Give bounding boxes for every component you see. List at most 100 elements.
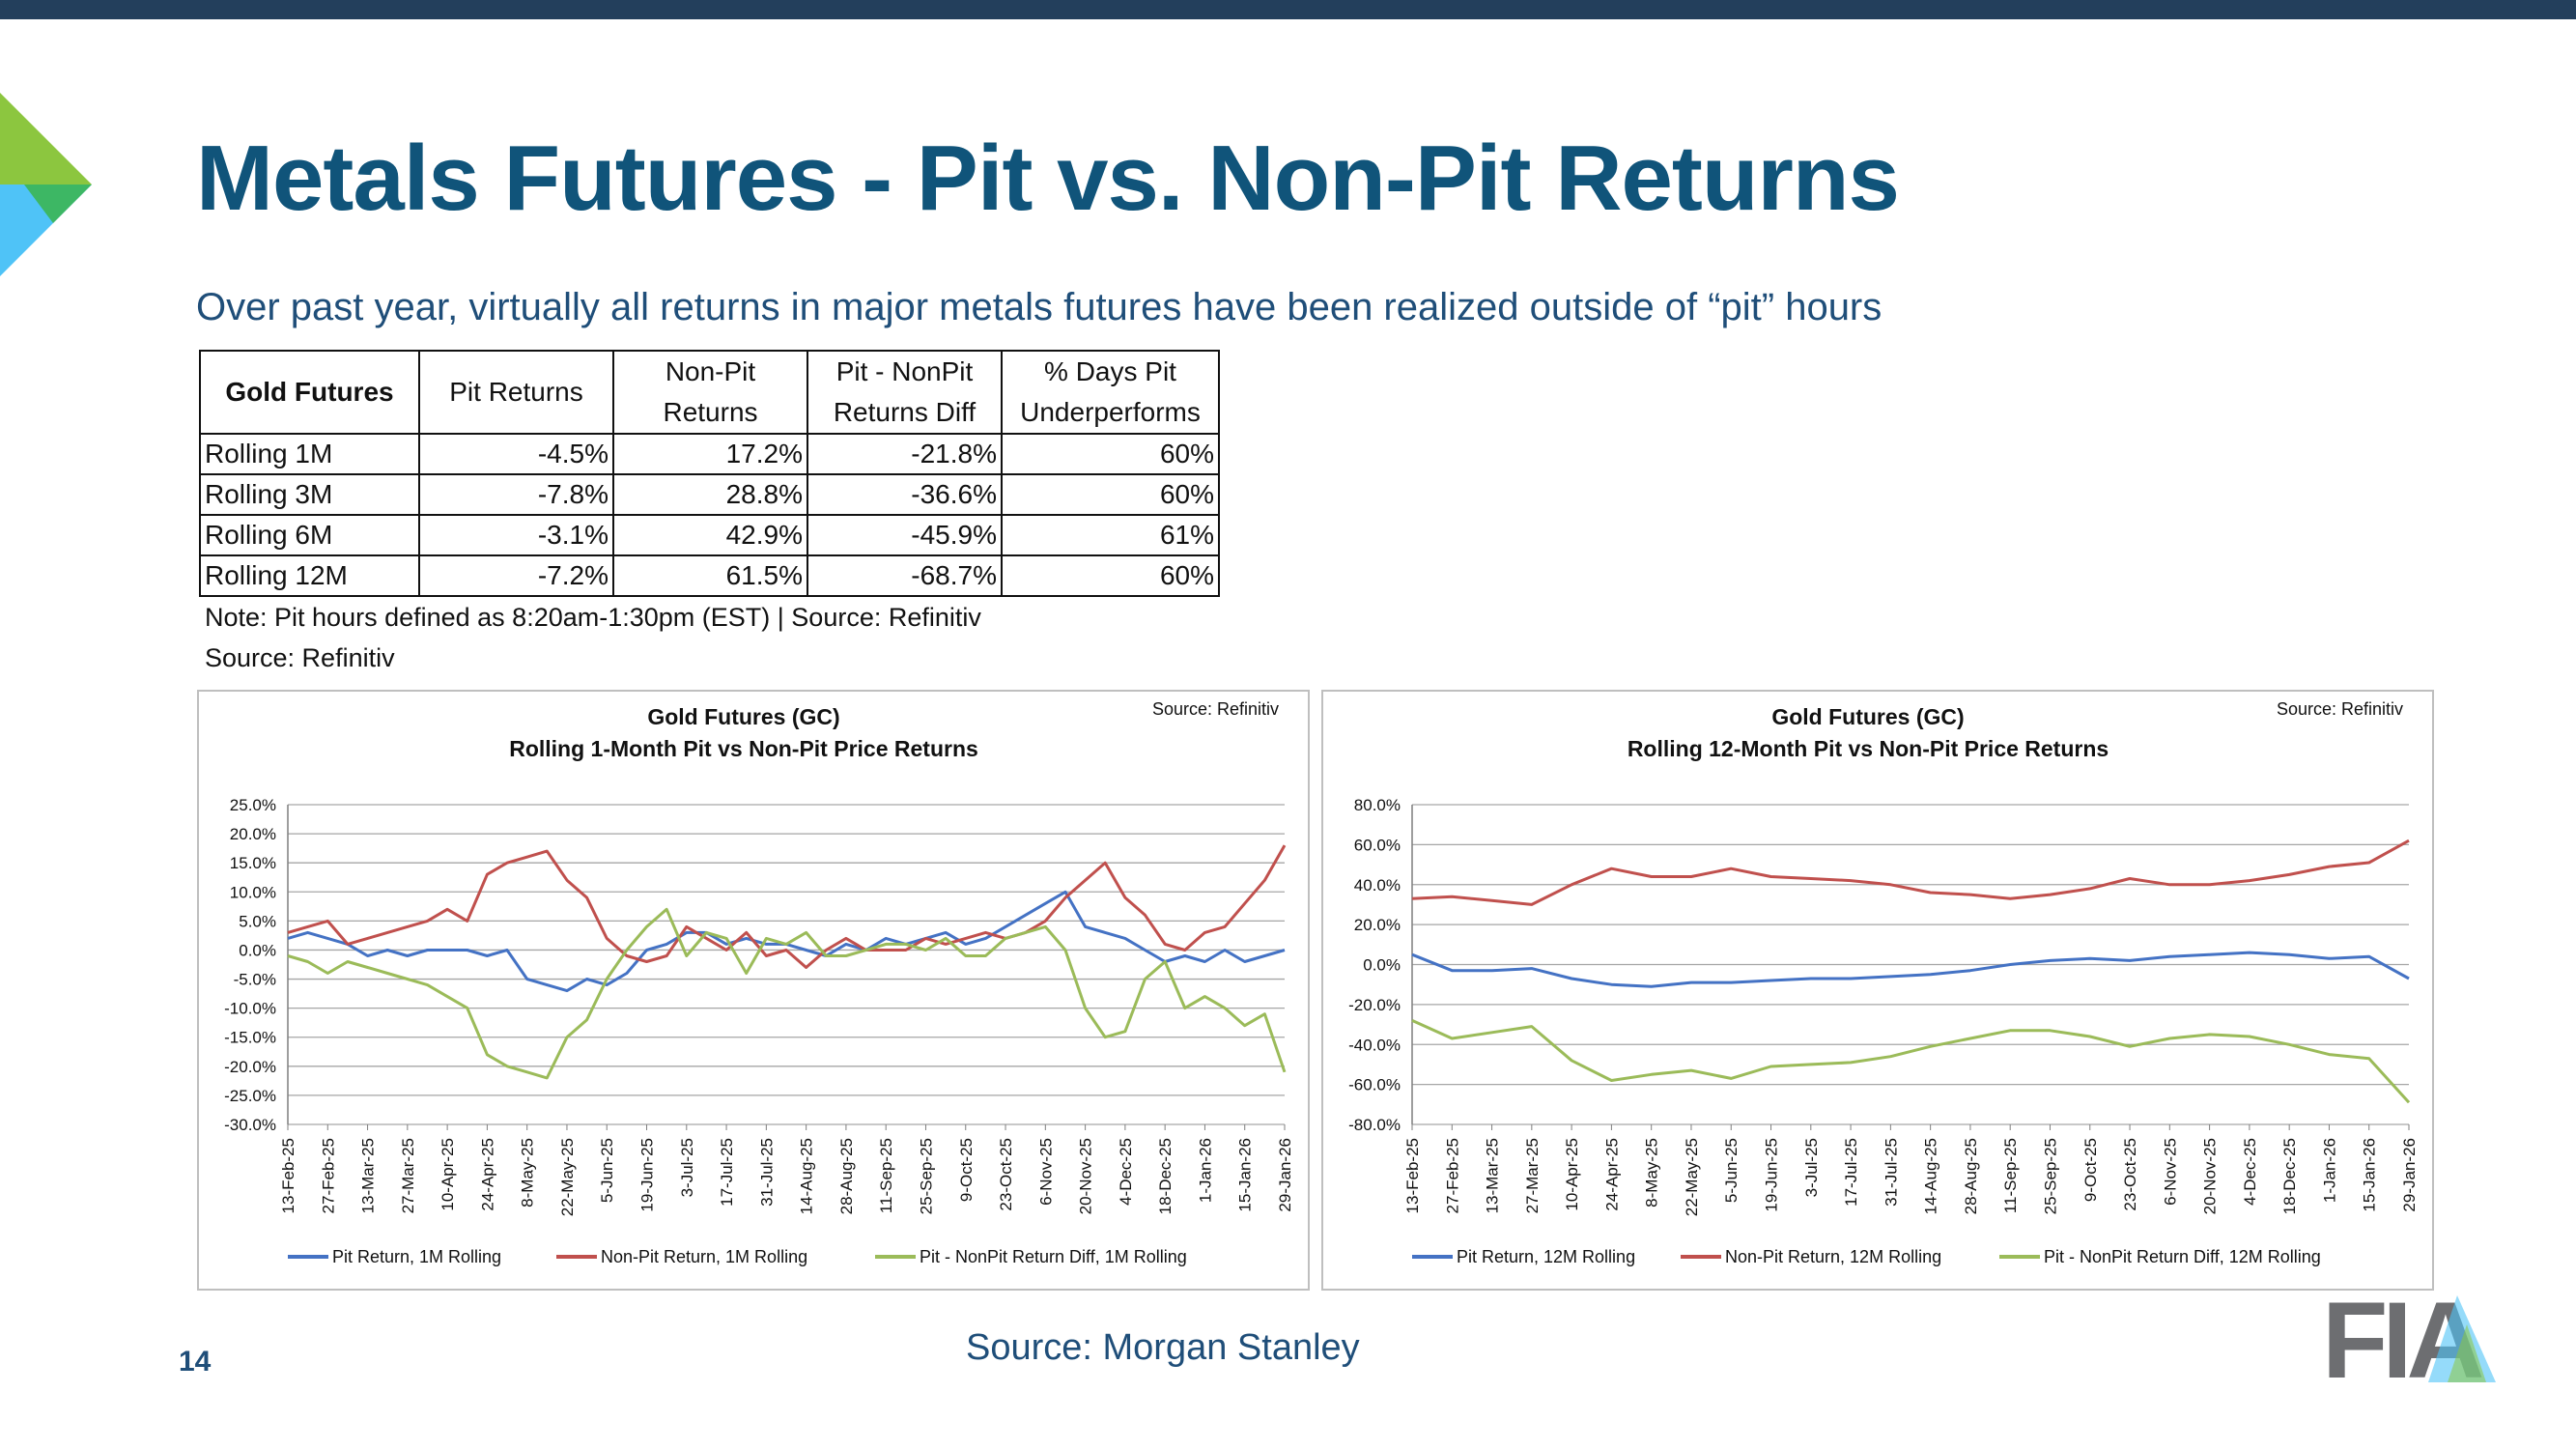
y-tick-label: -15.0%: [224, 1029, 276, 1047]
x-tick-label: 3-Jul-25: [678, 1138, 696, 1197]
x-tick-label: 15-Jan-26: [1236, 1138, 1255, 1212]
table-cell: -36.6%: [807, 473, 1003, 516]
x-tick-label: 6-Nov-25: [1036, 1138, 1055, 1206]
table-cell: 28.8%: [612, 473, 808, 516]
x-tick-label: 13-Feb-25: [279, 1138, 297, 1213]
x-tick-label: 25-Sep-25: [2041, 1138, 2059, 1214]
x-tick-label: 13-Feb-25: [1403, 1138, 1422, 1213]
series-line-2: [287, 844, 1287, 969]
x-tick-label: 19-Jun-25: [638, 1138, 657, 1212]
x-tick-label: 11-Sep-25: [877, 1138, 895, 1213]
x-tick-label: 5-Jun-25: [598, 1138, 616, 1203]
x-tick-label: 28-Aug-25: [1962, 1138, 1980, 1214]
y-tick-label: 80.0%: [1354, 796, 1401, 814]
x-tick-label: 20-Nov-25: [1077, 1138, 1095, 1214]
table-row: Rolling 12M -7.2% 61.5% -68.7% 60%: [199, 554, 1220, 597]
legend-label: Pit - NonPit Return Diff, 12M Rolling: [2044, 1247, 2321, 1266]
x-tick-label: 23-Oct-25: [2121, 1138, 2139, 1211]
y-tick-label: 0.0%: [1363, 956, 1401, 975]
table-cell: 17.2%: [612, 433, 808, 475]
x-tick-label: 28-Aug-25: [837, 1138, 856, 1214]
y-tick-label: -10.0%: [224, 1000, 276, 1018]
x-tick-label: 17-Jul-25: [718, 1138, 736, 1207]
x-tick-label: 25-Sep-25: [917, 1138, 935, 1214]
table-row: Rolling 1M -4.5% 17.2% -21.8% 60%: [199, 433, 1220, 475]
page-title: Metals Futures - Pit vs. Non-Pit Returns: [196, 127, 1900, 230]
header-gold-futures: Gold Futures: [199, 350, 420, 435]
table-cell: -7.8%: [418, 473, 614, 516]
table-cell: -68.7%: [807, 554, 1003, 597]
legend-label: Non-Pit Return, 12M Rolling: [1725, 1247, 1941, 1266]
x-tick-label: 18-Dec-25: [2280, 1138, 2299, 1214]
x-tick-label: 29-Jan-26: [1276, 1138, 1294, 1212]
x-tick-label: 9-Oct-25: [2081, 1138, 2100, 1202]
x-tick-label: 27-Mar-25: [399, 1138, 417, 1213]
header-returns-diff: Pit - NonPit Returns Diff: [807, 350, 1003, 435]
x-tick-label: 27-Feb-25: [319, 1138, 337, 1213]
y-tick-label: 20.0%: [1354, 916, 1401, 934]
y-tick-label: 10.0%: [230, 883, 276, 901]
x-tick-label: 10-Apr-25: [1563, 1138, 1581, 1211]
legend-label: Pit - NonPit Return Diff, 1M Rolling: [920, 1247, 1187, 1266]
x-tick-label: 27-Mar-25: [1523, 1138, 1542, 1213]
legend-label: Non-Pit Return, 1M Rolling: [601, 1247, 807, 1266]
legend-label: Pit Return, 1M Rolling: [332, 1247, 501, 1266]
series-line-1: [1411, 951, 2410, 988]
table-cell: 60%: [1001, 554, 1220, 597]
y-tick-label: 40.0%: [1354, 876, 1401, 895]
table-cell: 61%: [1001, 514, 1220, 556]
chart-source-note: Source: Refinitiv: [1152, 699, 1279, 719]
footer-source: Source: Morgan Stanley: [966, 1327, 1360, 1368]
table-cell: 61.5%: [612, 554, 808, 597]
x-tick-label: 1-Jan-26: [1196, 1138, 1214, 1203]
y-tick-label: -40.0%: [1348, 1036, 1401, 1054]
y-tick-label: 0.0%: [239, 941, 276, 959]
y-tick-label: -60.0%: [1348, 1076, 1401, 1094]
y-tick-label: 20.0%: [230, 825, 276, 843]
x-tick-label: 6-Nov-25: [2161, 1138, 2179, 1206]
y-tick-label: -30.0%: [224, 1116, 276, 1134]
chart-rolling-12m: Gold Futures (GC) Rolling 12-Month Pit vs…: [1321, 690, 2434, 1291]
table-cell: Rolling 1M: [199, 433, 420, 475]
x-tick-label: 18-Dec-25: [1156, 1138, 1175, 1214]
x-tick-label: 9-Oct-25: [957, 1138, 976, 1202]
table-cell: -21.8%: [807, 433, 1003, 475]
x-tick-label: 14-Aug-25: [1922, 1138, 1940, 1214]
table-cell: 42.9%: [612, 514, 808, 556]
chart-rolling-1m: Gold Futures (GC) Rolling 1-Month Pit vs …: [197, 690, 1310, 1291]
page-number: 14: [179, 1346, 212, 1378]
chart-title: Gold Futures (GC): [1771, 704, 1964, 729]
series-line-3: [1411, 1019, 2411, 1104]
y-tick-label: -20.0%: [224, 1058, 276, 1076]
x-tick-label: 4-Dec-25: [2241, 1138, 2259, 1206]
table-cell: -4.5%: [418, 433, 614, 475]
x-tick-label: 23-Oct-25: [997, 1138, 1015, 1211]
series-line-2: [1411, 838, 2410, 906]
x-tick-label: 11-Sep-25: [2001, 1138, 2020, 1213]
header-nonpit-returns: Non-Pit Returns: [612, 350, 808, 435]
x-tick-label: 1-Jan-26: [2320, 1138, 2338, 1203]
chart-subtitle: Rolling 1-Month Pit vs Non-Pit Price Ret…: [509, 736, 978, 761]
y-tick-label: 25.0%: [230, 796, 276, 814]
x-tick-label: 8-May-25: [519, 1138, 537, 1208]
gold-futures-table: Gold Futures Pit Returns Non-Pit Returns …: [199, 350, 1220, 597]
y-tick-label: -25.0%: [224, 1087, 276, 1105]
x-tick-label: 27-Feb-25: [1443, 1138, 1461, 1213]
table-row: Rolling 3M -7.8% 28.8% -36.6% 60%: [199, 473, 1220, 516]
table-cell: Rolling 12M: [199, 554, 420, 597]
x-tick-label: 10-Apr-25: [439, 1138, 457, 1211]
x-tick-label: 17-Jul-25: [1842, 1138, 1860, 1207]
x-tick-label: 24-Apr-25: [1602, 1138, 1621, 1211]
fia-arrow-logo: [0, 93, 92, 276]
table-cell: -45.9%: [807, 514, 1003, 556]
table-cell: -7.2%: [418, 554, 614, 597]
x-tick-label: 13-Mar-25: [1484, 1138, 1502, 1213]
x-tick-label: 19-Jun-25: [1763, 1138, 1781, 1212]
x-tick-label: 22-May-25: [1683, 1138, 1701, 1216]
legend-label: Pit Return, 12M Rolling: [1457, 1247, 1635, 1266]
table-source: Source: Refinitiv: [205, 643, 395, 672]
x-tick-label: 31-Jul-25: [1882, 1138, 1900, 1207]
header-days-underperforms: % Days Pit Underperforms: [1001, 350, 1220, 435]
y-tick-label: 5.0%: [239, 912, 276, 930]
x-tick-label: 24-Apr-25: [478, 1138, 496, 1211]
